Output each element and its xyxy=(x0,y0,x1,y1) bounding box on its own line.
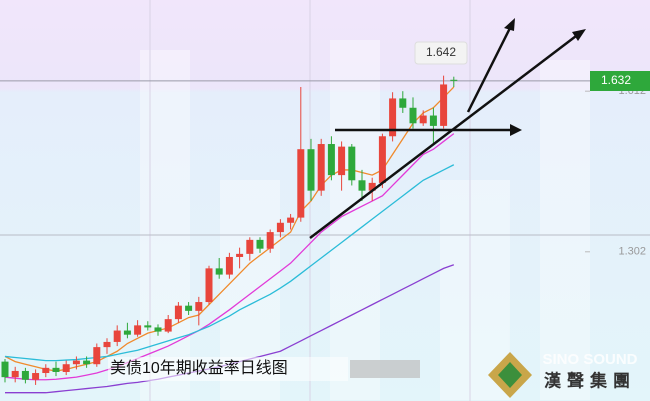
candle-body xyxy=(32,373,40,380)
candle-body xyxy=(144,325,152,328)
candle-body xyxy=(11,370,19,378)
high-label: 1.642 xyxy=(426,45,456,59)
candle-body xyxy=(93,347,101,365)
candle-body xyxy=(154,327,162,332)
brand: SINO SOUND xyxy=(542,351,637,368)
candle-body xyxy=(307,149,315,191)
candle-body xyxy=(297,149,305,218)
candle-body xyxy=(1,361,9,378)
background-buildings xyxy=(140,40,590,400)
candle-body xyxy=(399,98,407,108)
candle-body xyxy=(266,232,274,249)
candle-body xyxy=(225,256,233,275)
caption-bg xyxy=(108,357,348,381)
candle-body xyxy=(256,239,264,249)
candle-body xyxy=(62,364,70,372)
candle-body xyxy=(52,367,60,372)
logo: SINO SOUND 漢聲集團 xyxy=(488,351,638,398)
ma-line xyxy=(4,133,455,381)
candle-body xyxy=(327,144,335,176)
candle-body xyxy=(246,239,254,254)
candle-body xyxy=(378,136,386,183)
candle-body xyxy=(195,302,203,311)
candle-body xyxy=(358,180,366,191)
candle-body xyxy=(338,146,346,176)
annotations xyxy=(309,18,586,239)
blur-box xyxy=(350,360,420,378)
candle-body xyxy=(429,115,437,126)
candle-body xyxy=(205,268,213,303)
candle-body xyxy=(287,217,295,223)
candle-body xyxy=(174,305,182,320)
candle-body xyxy=(42,367,50,374)
brand-cn: 漢聲集團 xyxy=(544,370,636,390)
candle-body xyxy=(236,253,244,257)
candle-body xyxy=(389,98,397,137)
candle-body xyxy=(368,182,376,191)
candle-body xyxy=(134,325,142,335)
candle-body xyxy=(409,107,417,124)
candle-body xyxy=(103,341,111,348)
candle-body xyxy=(317,144,325,191)
caption: 美债10年期收益率日线图 xyxy=(110,359,288,377)
ma-line xyxy=(4,164,455,362)
candle-body xyxy=(276,222,284,233)
candle-body xyxy=(72,360,80,365)
candle-body xyxy=(21,370,29,380)
candle-body xyxy=(419,115,427,124)
candle-body xyxy=(215,268,223,275)
candle-body xyxy=(123,330,131,335)
candle-body xyxy=(113,330,121,342)
candle-body xyxy=(450,79,458,81)
candle-body xyxy=(83,360,91,365)
y-tick-label: 1.302 xyxy=(618,246,646,258)
candle-body xyxy=(348,146,356,181)
high-label-box xyxy=(414,41,468,65)
current-price: 1.632 xyxy=(601,73,631,87)
current-price-box xyxy=(590,71,650,91)
candle-body xyxy=(440,84,448,126)
candle-body xyxy=(185,305,193,311)
candle-body xyxy=(164,319,172,332)
